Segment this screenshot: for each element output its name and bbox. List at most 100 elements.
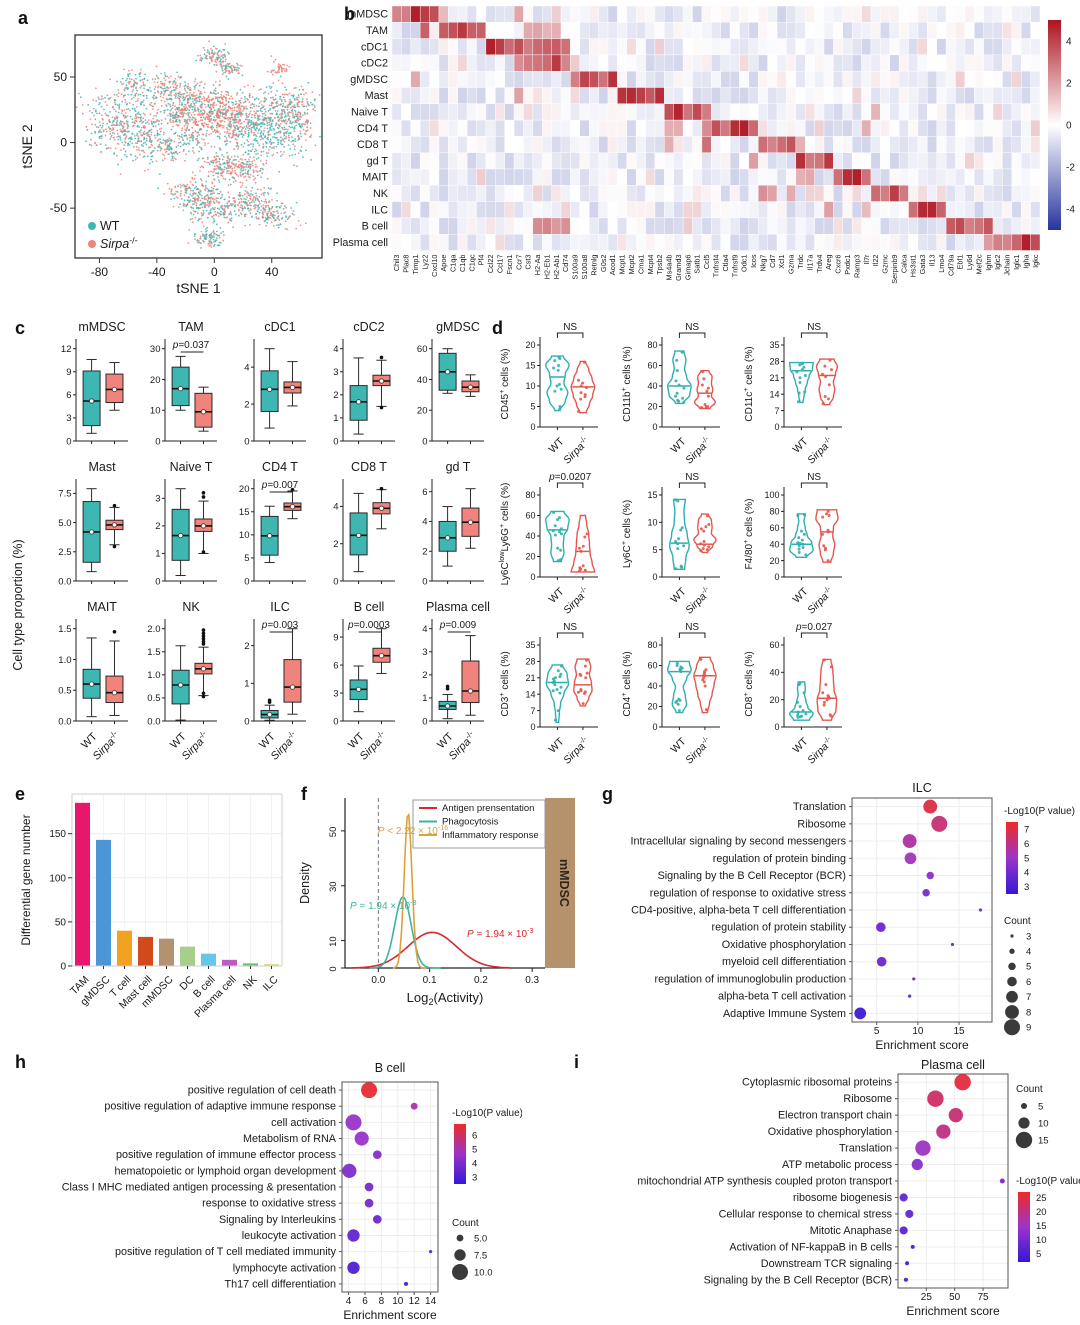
svg-text:0: 0 bbox=[333, 716, 338, 727]
svg-text:Ctla4: Ctla4 bbox=[721, 255, 730, 272]
svg-text:C1qc: C1qc bbox=[467, 254, 476, 271]
svg-text:H2-Aa: H2-Aa bbox=[533, 254, 542, 276]
svg-text:40: 40 bbox=[417, 375, 428, 386]
svg-text:1.0: 1.0 bbox=[147, 670, 160, 681]
panel-g-label: g bbox=[602, 784, 613, 804]
svg-text:Gzma: Gzma bbox=[787, 254, 796, 274]
svg-text:Tpsb2: Tpsb2 bbox=[655, 255, 664, 275]
flow-violin-plots: CD45+ cells (%)05101520NSWTSirpa-/-CD11b… bbox=[497, 322, 842, 766]
svg-text:NK: NK bbox=[373, 188, 389, 200]
svg-text:Mast: Mast bbox=[365, 90, 388, 102]
panel-d-label: d bbox=[492, 318, 503, 338]
svg-text:Icos: Icos bbox=[749, 254, 758, 268]
svg-text:p=0.003: p=0.003 bbox=[261, 620, 299, 631]
svg-text:cDC1: cDC1 bbox=[264, 320, 295, 334]
svg-text:MAIT: MAIT bbox=[87, 600, 117, 614]
svg-text:CD8 T: CD8 T bbox=[357, 139, 388, 151]
svg-text:Apoe: Apoe bbox=[439, 255, 448, 272]
svg-text:0: 0 bbox=[422, 576, 427, 587]
panel-e: e 0 50 100 150 TAM gMDSC T cell Mast cell mMDSC D… bbox=[10, 778, 295, 1056]
svg-text:2: 2 bbox=[155, 521, 160, 532]
svg-text:20: 20 bbox=[150, 375, 161, 386]
panel-h-label: h bbox=[15, 1052, 26, 1072]
panel-a-label: a bbox=[18, 8, 29, 28]
svg-text:H2-Eb1: H2-Eb1 bbox=[542, 255, 551, 280]
svg-text:9: 9 bbox=[66, 367, 71, 378]
svg-text:0: 0 bbox=[60, 136, 67, 150]
svg-text:Ccr7: Ccr7 bbox=[514, 255, 523, 270]
svg-text:4: 4 bbox=[333, 344, 338, 355]
svg-text:Cell type proportion (%): Cell type proportion (%) bbox=[11, 539, 25, 670]
svg-text:C1qb: C1qb bbox=[458, 255, 467, 272]
svg-text:Igha: Igha bbox=[1021, 254, 1030, 269]
svg-text:tSNE 1: tSNE 1 bbox=[176, 280, 221, 296]
svg-text:Ighm: Ighm bbox=[984, 255, 993, 271]
svg-text:0: 0 bbox=[155, 576, 160, 587]
svg-text:0: 0 bbox=[244, 436, 249, 447]
svg-text:1: 1 bbox=[333, 413, 338, 424]
svg-text:cDC2: cDC2 bbox=[361, 58, 388, 70]
svg-text:Trdc: Trdc bbox=[796, 254, 805, 269]
svg-text:Naive T: Naive T bbox=[351, 106, 388, 118]
svg-text:NK: NK bbox=[182, 600, 200, 614]
panel-f-label: f bbox=[301, 784, 307, 804]
panel-f: f mMDSC 0.0 0.1 0.2 0.3 0 10 30 50 Antigen prense… bbox=[295, 778, 600, 1056]
svg-text:tSNE 2: tSNE 2 bbox=[19, 124, 35, 169]
svg-text:Areg: Areg bbox=[824, 255, 833, 270]
svg-text:2: 2 bbox=[333, 539, 338, 550]
svg-text:6: 6 bbox=[66, 390, 71, 401]
svg-text:Tnfrsf4: Tnfrsf4 bbox=[712, 255, 721, 278]
svg-text:1.5: 1.5 bbox=[58, 624, 71, 635]
svg-text:20: 20 bbox=[239, 484, 250, 495]
svg-text:Cma1: Cma1 bbox=[636, 255, 645, 274]
svg-text:Cst3: Cst3 bbox=[524, 255, 533, 270]
svg-text:Mcpt1: Mcpt1 bbox=[618, 255, 627, 275]
svg-text:0: 0 bbox=[422, 436, 427, 447]
panel-i: i Plasma cell Cytoplasmic ribosomal prote… bbox=[560, 1052, 1080, 1325]
svg-text:Hs3st1: Hs3st1 bbox=[909, 255, 918, 278]
svg-text:MAIT: MAIT bbox=[362, 172, 388, 184]
svg-text:1: 1 bbox=[155, 549, 160, 560]
svg-text:p=0.007: p=0.007 bbox=[261, 480, 299, 491]
panel-a: a -80 -40 0 40 -50 0 50 tSNE 1 tSNE 2 WT Sirpa-/- bbox=[10, 5, 330, 315]
svg-text:-80: -80 bbox=[91, 265, 109, 279]
svg-text:ILC: ILC bbox=[270, 600, 289, 614]
svg-text:0: 0 bbox=[333, 576, 338, 587]
svg-text:7.5: 7.5 bbox=[58, 489, 71, 500]
svg-text:Mef2c: Mef2c bbox=[974, 254, 983, 274]
svg-text:cDC1: cDC1 bbox=[361, 41, 388, 53]
tsne-plot: -80 -40 0 40 -50 0 50 tSNE 1 tSNE 2 WT Sirpa-/- bbox=[19, 34, 323, 296]
svg-text:CD8 T: CD8 T bbox=[351, 460, 387, 474]
svg-text:TAM: TAM bbox=[178, 320, 203, 334]
svg-text:H2-Ab1: H2-Ab1 bbox=[552, 255, 561, 280]
svg-text:5: 5 bbox=[244, 553, 249, 564]
svg-text:3: 3 bbox=[333, 688, 338, 699]
svg-text:Ccl22: Ccl22 bbox=[486, 255, 495, 274]
svg-text:Cxcl10: Cxcl10 bbox=[430, 255, 439, 277]
svg-text:0.0: 0.0 bbox=[147, 716, 160, 727]
svg-text:cDC2: cDC2 bbox=[353, 320, 384, 334]
svg-text:Ebf1: Ebf1 bbox=[956, 255, 965, 270]
svg-text:Ms4a4b: Ms4a4b bbox=[665, 255, 674, 281]
svg-text:Il7r: Il7r bbox=[862, 254, 871, 265]
svg-text:0.0: 0.0 bbox=[58, 576, 71, 587]
svg-text:6: 6 bbox=[333, 660, 338, 671]
svg-text:Ccl5: Ccl5 bbox=[702, 255, 711, 270]
svg-text:3: 3 bbox=[66, 413, 71, 424]
svg-text:C1qa: C1qa bbox=[449, 254, 458, 272]
svg-text:2: 2 bbox=[422, 547, 427, 558]
svg-text:Cd79a: Cd79a bbox=[946, 254, 955, 276]
svg-text:Ccl17: Ccl17 bbox=[496, 255, 505, 274]
svg-text:2: 2 bbox=[333, 390, 338, 401]
svg-text:12: 12 bbox=[61, 344, 72, 355]
svg-text:4: 4 bbox=[1066, 37, 1072, 48]
svg-text:6: 6 bbox=[422, 487, 427, 498]
svg-text:Pf4: Pf4 bbox=[477, 255, 486, 266]
panel-c-label: c bbox=[15, 318, 26, 338]
svg-text:4: 4 bbox=[422, 517, 427, 528]
svg-text:4: 4 bbox=[333, 502, 338, 513]
svg-text:1.5: 1.5 bbox=[147, 647, 160, 658]
svg-text:0: 0 bbox=[244, 576, 249, 587]
svg-text:3: 3 bbox=[333, 367, 338, 378]
